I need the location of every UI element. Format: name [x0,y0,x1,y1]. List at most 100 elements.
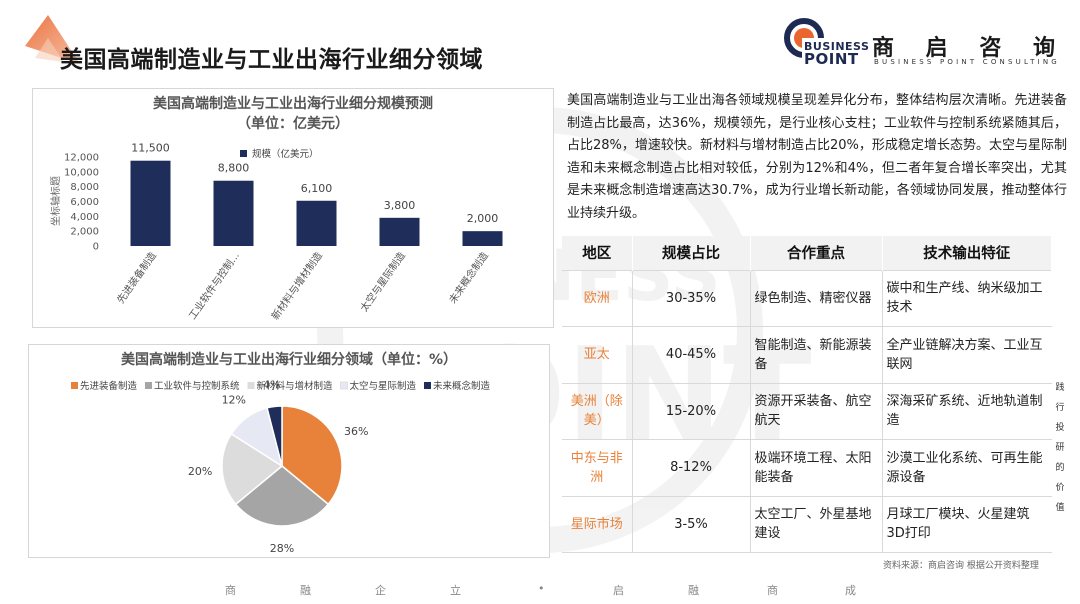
source-note: 资料来源：商启咨询 根据公开资料整理 [883,561,1039,571]
pie-slice [221,432,284,506]
focus-cell: 智能制造、新能源装备 [750,326,883,383]
table-header: 规模占比 [632,236,751,270]
legend-swatch [145,382,152,389]
pie-value-label: 20% [188,465,212,478]
focus-cell: 极端环境工程、太阳能装备 [750,439,883,496]
share-cell: 15-20% [632,382,751,440]
share-cell: 30-35% [632,269,751,327]
table-row: 中东与非洲 8-12% 极端环境工程、太阳能装备 沙漠工业化系统、可再生能源设备 [562,439,1052,496]
bar-value-label: 3,800 [384,199,416,212]
tech-cell: 全产业链解决方案、工业互联网 [882,326,1052,383]
bar [379,217,420,246]
region-cell: 亚太 [562,326,633,383]
x-tick-label: 先进装备制造 [114,249,159,306]
logo-chinese-name: 商 启 咨 询 [872,36,1067,61]
x-tick-label: 未来概念制造 [446,249,491,306]
region-cell: 欧洲 [562,269,633,327]
share-cell: 8-12% [632,439,751,496]
y-tick-label: 0 [93,242,99,253]
bar-value-label: 2,000 [467,212,499,225]
logo-mark-line2: POINT [804,50,859,68]
legend-label: 规模（亿美元） [252,148,319,160]
table-header: 地区 [562,236,633,270]
focus-cell: 太空工厂、外星基地建设 [750,495,883,553]
bar [213,180,254,246]
pie-value-label: 36% [344,425,368,438]
table-row: 美洲（除美） 15-20% 资源开采装备、航空航天 深海采矿系统、近地轨道制造 [562,382,1052,440]
legend-swatch [340,381,348,390]
share-cell: 40-45% [632,326,751,383]
region-cell: 美洲（除美） [562,382,633,440]
footer-char: 启 [613,584,624,597]
pie-value-label: 28% [270,542,294,555]
footer-char: 融 [300,584,311,597]
legend-label: 未来概念制造 [433,380,491,392]
focus-cell: 资源开采装备、航空航天 [750,382,883,440]
pie-chart: 先进装备制造 工业软件与控制系统 新材料与增材制造 太空与星际制造 未来概念制造 36% 2… [71,379,491,555]
pie-slice [266,405,283,467]
bar [296,200,337,246]
legend-label: 新材料与增材制造 [257,380,334,392]
y-axis-title: 坐标轴标题 [49,176,62,226]
footer-char: 商 [225,584,236,597]
x-tick-label: 工业软件与控制... [186,249,242,322]
footer-char: 企 [375,584,386,597]
legend-swatch [424,382,431,389]
y-tick-label: 4,000 [70,212,99,223]
legend-swatch [71,382,78,389]
page-title: 美国高端制造业与工业出海行业细分领域 [60,47,483,73]
orange-triangle-decoration [25,15,80,64]
bar-chart: 规模（亿美元） 12,000 10,000 8,000 6,000 4,000 2,000 0… [49,142,503,322]
pie-chart-title: 美国高端制造业与工业出海行业细分领域（单位：%） [120,352,458,368]
x-tick-label: 太空与星际制造 [357,249,408,314]
tech-cell: 沙漠工业化系统、可再生能源设备 [882,439,1052,496]
share-cell: 3-5% [632,495,751,553]
footer-char: 成 [845,584,856,597]
table-header-row: 地区 规模占比 合作重点 技术输出特征 [562,236,1052,270]
summary-paragraph: 美国高端制造业与工业出海各领域规模呈现差异化分布，整体结构层次清晰。先进装备制造… [567,93,1067,221]
table-row: 星际市场 3-5% 太空工厂、外星基地建设 月球工厂模块、火星建筑3D打印 [562,495,1052,553]
legend-swatch [247,382,255,389]
x-tick-label: 新材料与增材制造 [268,249,325,322]
table-header: 合作重点 [750,236,883,270]
logo-english-name: BUSINESS POINT CONSULTING [874,58,1060,66]
tech-cell: 碳中和生产线、纳米级加工技术 [882,269,1052,327]
pie-slice [281,405,343,506]
bar [130,160,171,246]
focus-cell: 绿色制造、精密仪器 [750,269,883,327]
footer-char: • [538,582,545,595]
pie-slice [234,465,330,527]
bar-chart-subtitle: （单位：亿美元） [237,116,349,132]
legend-label: 先进装备制造 [80,380,138,392]
side-slogan: 践行投研的价值 [1055,383,1065,513]
tech-cell: 月球工厂模块、火星建筑3D打印 [882,495,1052,553]
tech-cell: 深海采矿系统、近地轨道制造 [882,382,1052,440]
bar-value-label: 11,500 [131,142,170,155]
y-tick-label: 8,000 [70,182,99,193]
region-cell: 中东与非洲 [562,439,633,496]
company-logo: BUSINESS POINT 商 启 咨 询 BUSINESS POINT CO… [782,16,1072,70]
bar [462,231,503,246]
logo-mark-icon [784,18,872,68]
bar-chart-panel: 美国高端制造业与工业出海行业细分规模预测 （单位：亿美元） 规模（亿美元） 12,… [32,88,554,328]
footer-char: 商 [767,584,778,597]
table-header: 技术输出特征 [882,236,1052,270]
pie-value-label: 12% [222,394,246,407]
legend-label: 太空与星际制造 [350,380,417,392]
bar-value-label: 6,100 [301,182,333,195]
bar-value-label: 8,800 [218,162,250,175]
table-row: 欧洲 30-35% 绿色制造、精密仪器 碳中和生产线、纳米级加工技术 [562,269,1052,327]
logo-mark-line1: BUSINESS [804,40,870,53]
footer-char: 融 [688,584,699,597]
region-cell: 星际市场 [562,495,633,553]
y-tick-label: 10,000 [64,167,99,178]
bar-chart-title: 美国高端制造业与工业出海行业细分规模预测 [153,96,433,112]
legend-swatch [240,150,247,157]
pie-value-label: 4% [263,379,280,392]
region-table: 地区 规模占比 合作重点 技术输出特征 欧洲 30-35% 绿色制造、精密仪器 … [562,236,1052,553]
pie-chart-panel: 美国高端制造业与工业出海行业细分领域（单位：%） 先进装备制造 工业软件与控制系统… [28,344,550,558]
y-tick-label: 6,000 [70,197,99,208]
legend-label: 工业软件与控制系统 [154,380,240,392]
y-tick-label: 2,000 [70,227,99,238]
y-tick-label: 12,000 [64,153,99,164]
